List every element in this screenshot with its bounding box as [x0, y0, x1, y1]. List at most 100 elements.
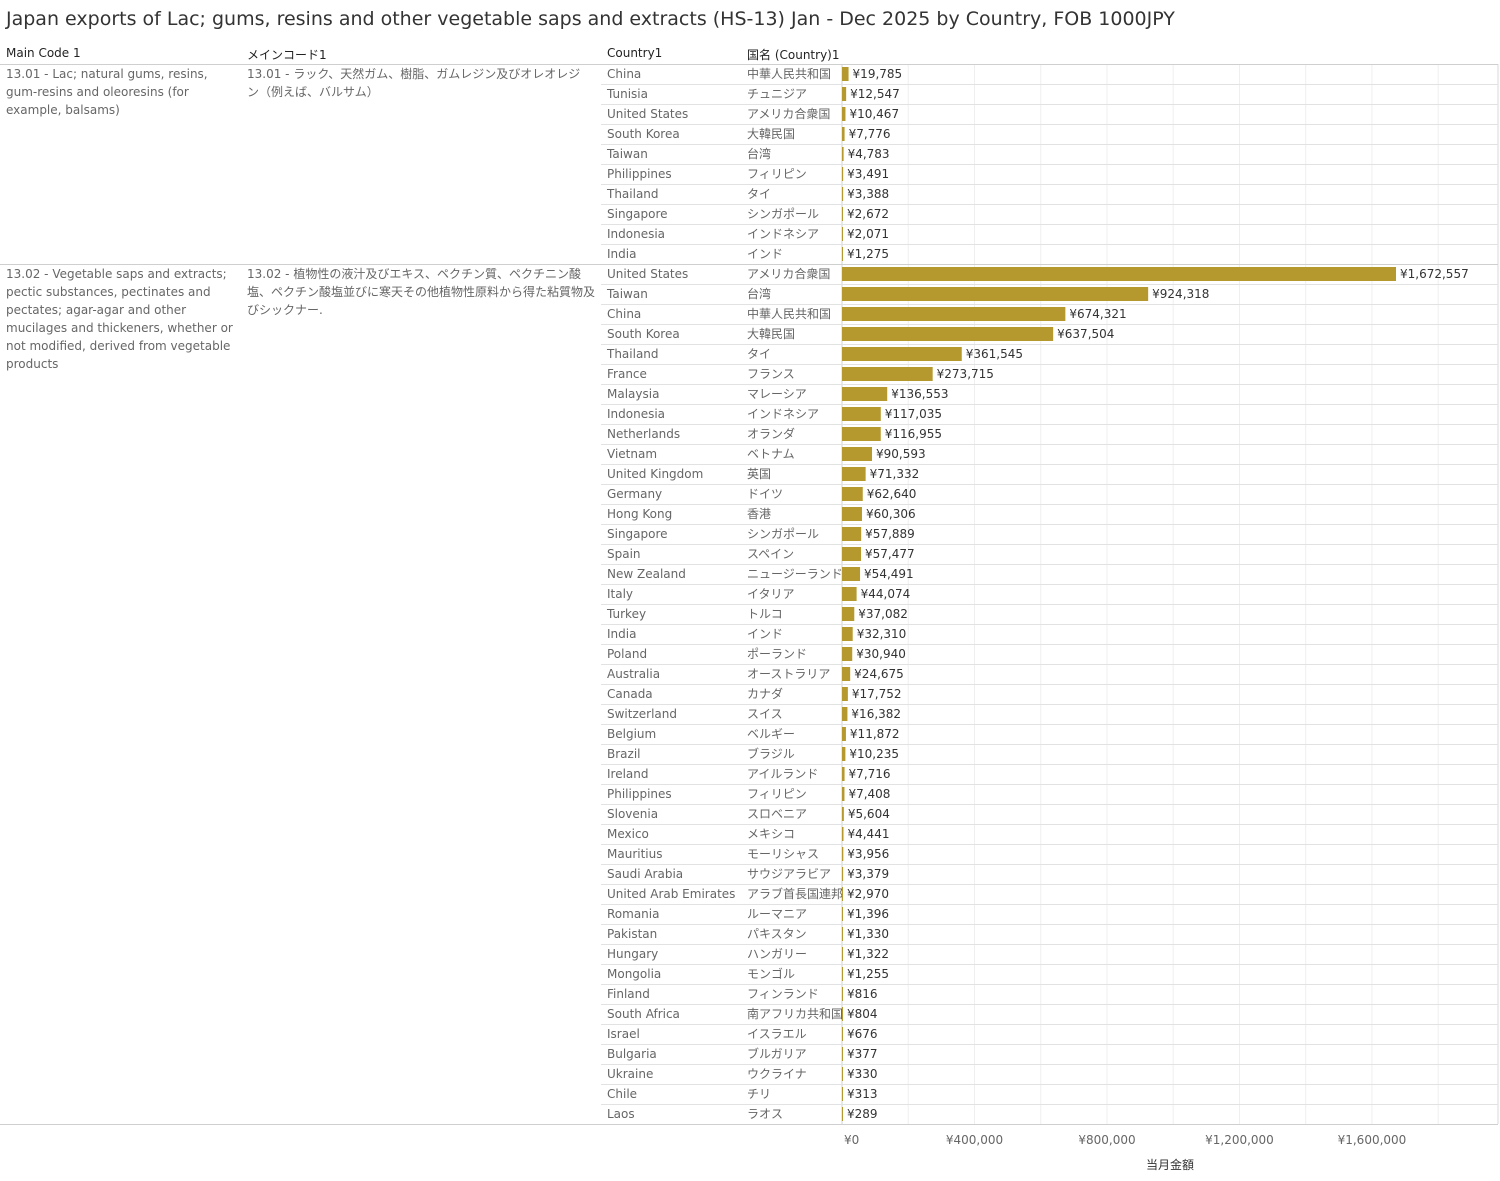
country-jp-label: インド — [747, 247, 783, 261]
country-label: Turkey — [606, 607, 646, 621]
country-jp-label: フィリピン — [747, 167, 807, 181]
x-tick-label: ¥400,000 — [946, 1133, 1003, 1147]
country-jp-label: シンガポール — [747, 207, 819, 221]
value-label: ¥12,547 — [850, 87, 900, 101]
country-jp-label: チュニジア — [747, 87, 807, 101]
bar — [842, 1107, 843, 1121]
value-label: ¥676 — [847, 1027, 878, 1041]
bar — [842, 387, 888, 401]
value-label: ¥289 — [847, 1107, 878, 1121]
country-jp-label: 南アフリカ共和国 — [747, 1006, 843, 1021]
bar — [842, 167, 844, 181]
country-jp-label: 中華人民共和国 — [747, 66, 831, 81]
country-label: Tunisia — [606, 87, 648, 101]
value-label: ¥2,672 — [847, 207, 889, 221]
x-axis-label: 当月金額 — [1146, 1157, 1194, 1172]
country-label: China — [607, 307, 641, 321]
country-jp-label: インドネシア — [747, 407, 819, 421]
value-label: ¥1,330 — [847, 927, 889, 941]
country-jp-label: シンガポール — [747, 527, 819, 541]
value-label: ¥3,956 — [847, 847, 889, 861]
bar — [842, 1027, 843, 1041]
country-label: Ukraine — [607, 1067, 653, 1081]
bar — [842, 987, 843, 1001]
country-label: New Zealand — [607, 567, 686, 581]
x-tick-label: ¥1,200,000 — [1205, 1133, 1274, 1147]
country-label: Italy — [607, 587, 633, 601]
country-jp-label: 中華人民共和国 — [747, 306, 831, 321]
value-label: ¥361,545 — [966, 347, 1023, 361]
country-jp-label: 台湾 — [747, 286, 771, 301]
country-jp-label: スペイン — [747, 547, 794, 561]
bar — [842, 947, 843, 961]
bar — [842, 467, 866, 481]
bar — [842, 827, 844, 841]
bar — [842, 887, 843, 901]
country-label: Hungary — [607, 947, 658, 961]
bar — [842, 667, 851, 681]
country-label: Thailand — [606, 347, 659, 361]
value-label: ¥2,071 — [847, 227, 889, 241]
x-tick-label: ¥1,600,000 — [1338, 1133, 1407, 1147]
value-label: ¥37,082 — [858, 607, 908, 621]
country-jp-label: ポーランド — [747, 647, 807, 661]
bar — [842, 307, 1066, 321]
value-label: ¥674,321 — [1069, 307, 1126, 321]
country-label: Poland — [607, 647, 647, 661]
country-jp-label: スロベニア — [747, 807, 807, 821]
country-jp-label: イタリア — [747, 587, 795, 601]
bar — [842, 647, 853, 661]
value-label: ¥60,306 — [866, 507, 916, 521]
country-jp-label: 大韓民国 — [747, 327, 795, 341]
country-jp-label: アメリカ合衆国 — [747, 106, 830, 121]
value-label: ¥5,604 — [848, 807, 890, 821]
header-main-code-jp: メインコード1 — [247, 48, 327, 62]
country-jp-label: サウジアラビア — [747, 867, 831, 881]
bar — [842, 927, 843, 941]
country-label: United Arab Emirates — [607, 887, 735, 901]
country-label: United States — [607, 107, 688, 121]
bar — [842, 347, 962, 361]
country-jp-label: ベトナム — [747, 447, 795, 461]
country-label: France — [607, 367, 647, 381]
country-label: United States — [607, 267, 688, 281]
bar — [842, 907, 843, 921]
bar — [842, 147, 844, 161]
value-label: ¥1,275 — [847, 247, 889, 261]
country-label: India — [607, 247, 636, 261]
bar — [842, 1067, 843, 1081]
country-jp-label: 英国 — [747, 467, 771, 481]
value-label: ¥4,441 — [847, 827, 889, 841]
country-label: Pakistan — [607, 927, 657, 941]
country-jp-label: 台湾 — [747, 146, 771, 161]
bar — [842, 1007, 843, 1021]
value-label: ¥377 — [847, 1047, 878, 1061]
country-jp-label: タイ — [747, 347, 771, 361]
bar — [842, 867, 844, 881]
value-label: ¥1,322 — [847, 947, 889, 961]
bar — [842, 227, 843, 241]
value-label: ¥16,382 — [851, 707, 901, 721]
value-label: ¥7,408 — [848, 787, 890, 801]
value-label: ¥136,553 — [891, 387, 948, 401]
country-jp-label: ルーマニア — [747, 907, 807, 921]
country-label: Israel — [607, 1027, 640, 1041]
country-label: Saudi Arabia — [607, 867, 683, 881]
value-label: ¥17,752 — [852, 687, 902, 701]
country-label: South Korea — [607, 127, 680, 141]
value-label: ¥330 — [847, 1067, 878, 1081]
bar — [842, 967, 843, 981]
value-label: ¥7,716 — [849, 767, 891, 781]
country-jp-label: アメリカ合衆国 — [747, 266, 830, 281]
country-label: Germany — [607, 487, 662, 501]
country-jp-label: モンゴル — [747, 966, 795, 981]
bar — [842, 327, 1054, 341]
bar — [842, 447, 873, 461]
country-label: Singapore — [607, 527, 668, 541]
bar — [842, 407, 881, 421]
bar — [842, 607, 855, 621]
bar — [842, 247, 843, 261]
value-label: ¥30,940 — [856, 647, 906, 661]
country-label: Ireland — [607, 767, 649, 781]
